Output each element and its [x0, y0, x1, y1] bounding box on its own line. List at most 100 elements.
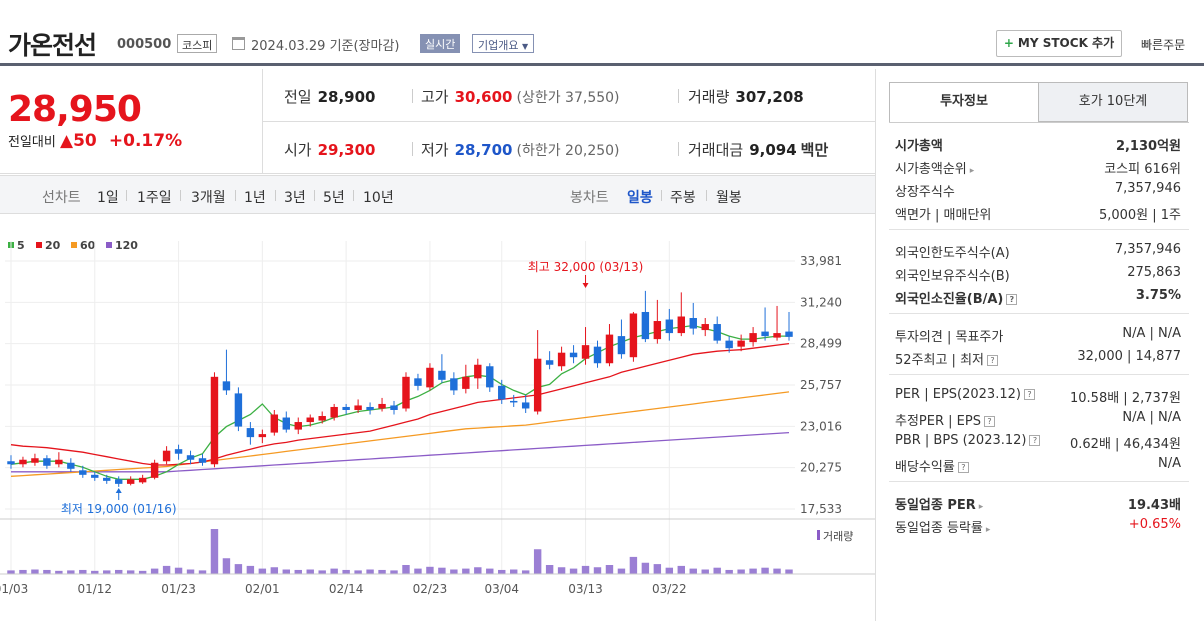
candle-body	[79, 470, 87, 475]
amount-value: 9,094	[749, 141, 797, 159]
candle-body	[713, 324, 721, 341]
help-icon[interactable]: ?	[983, 416, 995, 427]
period-3y[interactable]: 3년	[284, 190, 306, 206]
divider	[126, 190, 127, 201]
info-key[interactable]: 동일업종 등락률 ▸	[895, 521, 991, 536]
period-weekly[interactable]: 주봉	[670, 190, 696, 206]
info-row: 동일업종 등락률 ▸ +0.65%	[889, 513, 1189, 536]
info-key: 외국인한도주식수(A)	[895, 246, 1010, 261]
amount-unit: 백만	[800, 141, 829, 159]
market-badge: 코스피	[177, 34, 218, 53]
period-3m[interactable]: 3개월	[191, 190, 226, 206]
volume-bar	[510, 569, 518, 574]
period-1y[interactable]: 1년	[244, 190, 266, 206]
stock-name: 가온전선	[8, 31, 97, 60]
candle-body	[198, 458, 207, 463]
volume-bar	[605, 565, 614, 574]
candle-body	[486, 366, 494, 388]
candle-body	[330, 406, 338, 418]
divider	[678, 142, 679, 156]
volume-bar	[234, 564, 243, 574]
upper-limit: (상한가 37,550)	[516, 90, 620, 106]
candle-body	[270, 414, 279, 433]
info-key[interactable]: 시가총액순위 ▸	[895, 162, 975, 177]
candle-body	[617, 336, 626, 355]
plus-icon: +	[1003, 36, 1014, 50]
help-icon[interactable]: ?	[957, 462, 969, 473]
y-tick-label: 28,499	[800, 337, 842, 351]
info-value: 2,130억원	[1115, 139, 1181, 154]
tab-investment-info[interactable]: 투자정보	[889, 82, 1039, 122]
company-info-label: 기업개요	[478, 39, 519, 52]
info-key: PBR | BPS (2023.12)?	[895, 433, 1041, 448]
candle-body	[545, 360, 554, 365]
price-change: 전일대비 ▲50 +0.17%	[8, 131, 182, 151]
volume-bar	[342, 569, 350, 574]
volume-bar	[462, 568, 470, 574]
divider	[262, 121, 875, 122]
volume-bar	[390, 570, 398, 574]
divider	[889, 374, 1189, 375]
realtime-button[interactable]: 실시간	[420, 34, 461, 53]
volume-bar	[677, 565, 685, 574]
x-tick-label: 02/23	[413, 582, 448, 596]
volume-bar	[450, 569, 458, 574]
volume-bar	[91, 570, 99, 574]
info-row: 외국인소진율(B/A)? 3.75%	[889, 284, 1189, 307]
period-1d[interactable]: 1일	[97, 190, 119, 206]
period-monthly[interactable]: 월봉	[716, 190, 742, 206]
info-value: 3.75%	[1135, 288, 1181, 303]
candle-body	[605, 334, 614, 364]
volume-bar	[689, 568, 697, 574]
legend-label: 5	[17, 239, 25, 252]
candle-body	[498, 385, 506, 400]
ma120-line	[11, 431, 790, 473]
period-daily[interactable]: 일봉	[627, 190, 653, 206]
x-tick-label: 02/01	[245, 582, 280, 596]
candle-body	[785, 331, 793, 337]
low-note: 최저 19,000 (01/16)	[61, 502, 177, 516]
period-10y[interactable]: 10년	[363, 190, 394, 206]
candle-body	[557, 352, 566, 367]
info-key: 시가총액	[895, 139, 943, 154]
info-row: 추정PER | EPS? N/A | N/A	[889, 406, 1189, 429]
x-tick-label: 01/23	[161, 582, 196, 596]
company-info-dropdown[interactable]: 기업개요 ▼	[472, 34, 535, 53]
low-arrow-head	[115, 488, 122, 493]
period-5y[interactable]: 5년	[323, 190, 345, 206]
info-key: 52주최고 | 최저?	[895, 349, 998, 368]
volume-bar	[521, 570, 530, 574]
info-value: 32,000 | 14,877	[1077, 349, 1181, 364]
volume-bar	[67, 570, 75, 574]
mystock-add-button[interactable]: + MY STOCK 추가	[996, 30, 1122, 57]
trade-amount: 거래대금 9,094 백만	[688, 139, 828, 160]
info-key[interactable]: 동일업종 PER ▸	[895, 498, 984, 513]
help-icon[interactable]: ?	[1023, 389, 1035, 400]
price-chart[interactable]: 5 20 60 120 33,981 31,240 28,499 25,757 23,016 20…	[0, 214, 875, 621]
stock-header: 가온전선 000500 코스피 2024.03.29 기준(장마감) 실시간 기…	[0, 0, 1204, 66]
open-label: 시가	[284, 141, 312, 159]
candle-body	[581, 345, 590, 359]
candlestick-chart[interactable]: 5 20 60 120 33,981 31,240 28,499 25,757 23,016 20…	[0, 214, 875, 621]
mystock-add-label: MY STOCK 추가	[1017, 36, 1115, 50]
candle-body	[737, 340, 745, 347]
volume-bar	[115, 569, 123, 574]
low-price: 저가 28,700 (하한가 20,250)	[421, 139, 620, 160]
help-icon[interactable]: ?	[1029, 435, 1041, 446]
help-icon[interactable]: ?	[1006, 294, 1018, 305]
tab-orderbook[interactable]: 호가 10단계	[1038, 82, 1188, 122]
candle-body	[246, 428, 255, 438]
volume-bar	[174, 567, 183, 574]
info-key: 투자의견 | 목표주가	[895, 330, 1004, 345]
quick-order-button[interactable]: 빠른주문	[1141, 38, 1186, 52]
volume-bar	[725, 569, 733, 574]
side-panel: 투자정보 호가 10단계 시가총액 2,130억원 시가총액순위 ▸ 코스피 616위 상…	[875, 69, 1204, 621]
help-icon[interactable]: ?	[987, 355, 998, 366]
side-tabs: 투자정보 호가 10단계	[889, 82, 1189, 122]
chevron-right-icon: ▸	[969, 166, 975, 176]
candle-body	[366, 406, 374, 410]
candle-body	[773, 333, 781, 338]
period-1w[interactable]: 1주일	[137, 190, 172, 206]
y-tick-label: 25,757	[800, 378, 842, 392]
info-key: PER | EPS(2023.12)?	[895, 387, 1035, 402]
